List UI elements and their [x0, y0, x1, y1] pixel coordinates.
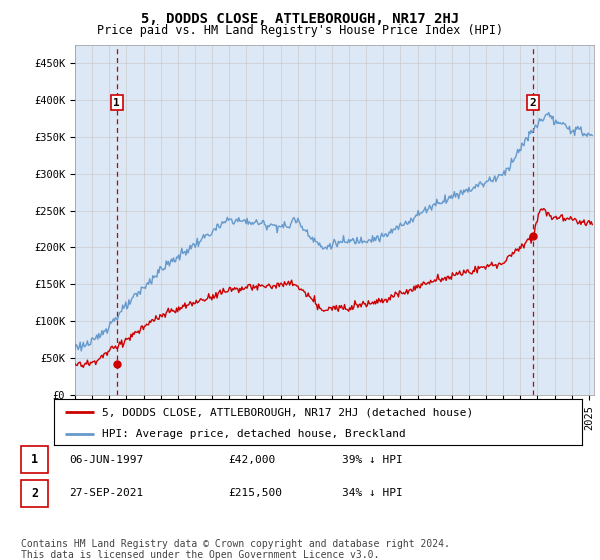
- Text: £42,000: £42,000: [228, 455, 275, 465]
- Text: 27-SEP-2021: 27-SEP-2021: [69, 488, 143, 498]
- Text: 5, DODDS CLOSE, ATTLEBOROUGH, NR17 2HJ: 5, DODDS CLOSE, ATTLEBOROUGH, NR17 2HJ: [141, 12, 459, 26]
- Text: 5, DODDS CLOSE, ATTLEBOROUGH, NR17 2HJ (detached house): 5, DODDS CLOSE, ATTLEBOROUGH, NR17 2HJ (…: [101, 407, 473, 417]
- Text: 1: 1: [31, 453, 38, 466]
- Text: 34% ↓ HPI: 34% ↓ HPI: [342, 488, 403, 498]
- Text: HPI: Average price, detached house, Breckland: HPI: Average price, detached house, Brec…: [101, 429, 405, 439]
- Text: 2: 2: [31, 487, 38, 500]
- Text: Contains HM Land Registry data © Crown copyright and database right 2024.
This d: Contains HM Land Registry data © Crown c…: [21, 539, 450, 560]
- Text: £215,500: £215,500: [228, 488, 282, 498]
- Text: 06-JUN-1997: 06-JUN-1997: [69, 455, 143, 465]
- Text: 1: 1: [113, 97, 120, 108]
- Text: Price paid vs. HM Land Registry's House Price Index (HPI): Price paid vs. HM Land Registry's House …: [97, 24, 503, 37]
- Text: 39% ↓ HPI: 39% ↓ HPI: [342, 455, 403, 465]
- Text: 2: 2: [530, 97, 536, 108]
